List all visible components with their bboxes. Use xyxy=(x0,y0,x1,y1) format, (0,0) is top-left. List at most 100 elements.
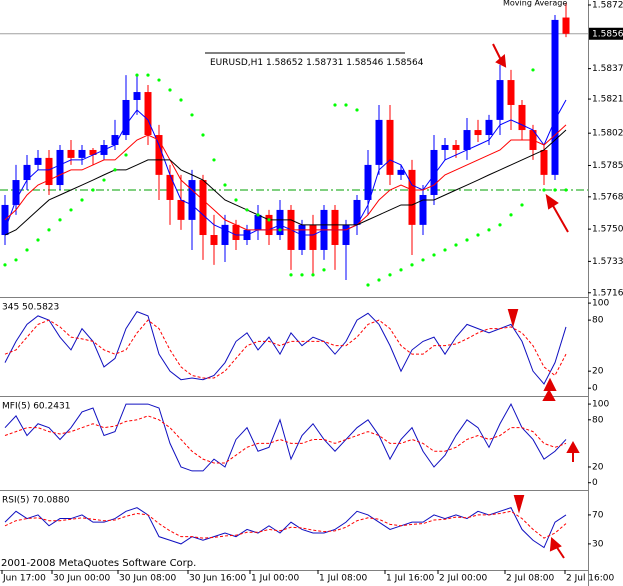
sar-dot xyxy=(410,263,414,267)
candle-body xyxy=(144,92,152,136)
candle-body xyxy=(474,130,482,136)
arrow xyxy=(551,203,569,233)
indicator-label: 345 50.5823 xyxy=(2,303,59,313)
sar-dot xyxy=(113,168,117,172)
sar-dot xyxy=(124,153,128,157)
y-tick-label: 1.57680 xyxy=(592,192,623,202)
sar-dot xyxy=(157,78,161,82)
candle-body xyxy=(419,194,427,225)
time-label: 2 Jul 16:00 xyxy=(566,574,615,584)
time-label: 2 Jul 00:00 xyxy=(439,574,488,584)
candle-body xyxy=(342,224,350,245)
indicator-line xyxy=(4,311,567,385)
sar-dot xyxy=(25,248,29,252)
candle-body xyxy=(430,149,438,195)
sar-dot xyxy=(201,133,205,137)
time-label: 2 Jul 08:00 xyxy=(506,574,555,584)
sar-dot xyxy=(476,233,480,237)
indicator-line xyxy=(4,99,567,236)
sar-dot xyxy=(146,73,150,77)
candle-body xyxy=(485,119,493,136)
y-tick-label: 1.58720 xyxy=(592,0,623,10)
sar-dot xyxy=(102,178,106,182)
candle-body xyxy=(353,199,361,225)
sar-dot xyxy=(465,238,469,242)
time-label: 30 Jun 08:00 xyxy=(119,574,176,584)
arrow-head xyxy=(566,440,580,453)
y-tick-label: 0 xyxy=(592,384,598,394)
y-tick-label: 1.57505 xyxy=(592,225,623,235)
sar-dot xyxy=(487,228,491,232)
ohlc-value: 1.58564 xyxy=(386,58,423,68)
candle-body xyxy=(452,144,460,150)
candle-body xyxy=(375,119,383,165)
sar-dot xyxy=(91,188,95,192)
sar-dot xyxy=(168,88,172,92)
candle-body xyxy=(254,214,262,230)
candle-body xyxy=(45,157,53,186)
sar-dot xyxy=(289,273,293,277)
y-tick-label: 20 xyxy=(592,462,604,472)
candle-body xyxy=(408,169,416,225)
sar-dot xyxy=(498,223,502,227)
sar-dot xyxy=(36,238,40,242)
sar-dot xyxy=(509,213,513,217)
sar-dot xyxy=(520,203,524,207)
candle-body xyxy=(89,149,97,155)
candle-body xyxy=(540,149,548,175)
candle-body xyxy=(111,135,119,145)
sar-dot xyxy=(355,108,359,112)
arrow-head xyxy=(549,536,562,552)
sar-dot xyxy=(3,263,7,267)
time-label: Jun 17:00 xyxy=(2,574,46,584)
sar-dot xyxy=(454,243,458,247)
indicator-name: Moving Average xyxy=(503,0,567,8)
candle-body xyxy=(12,180,20,205)
time-label: 30 Jun 00:00 xyxy=(53,574,110,584)
y-tick-label: 30 xyxy=(592,539,604,549)
y-tick-label: 100 xyxy=(592,299,609,309)
chart-header: EURUSD,H1 1.58652 1.58731 1.58546 1.5856… xyxy=(210,58,424,68)
candle-body xyxy=(331,209,339,245)
candle-body xyxy=(496,80,504,120)
sar-dot xyxy=(190,113,194,117)
arrow-head xyxy=(542,388,556,401)
copyright: 2001-2008 MetaQuotes Software Corp. xyxy=(1,558,196,569)
y-tick-label: 0 xyxy=(592,478,598,488)
candle-body xyxy=(166,174,174,200)
candle-body xyxy=(298,224,306,250)
indicator-line xyxy=(4,319,567,379)
y-tick-label: 1.57850 xyxy=(592,161,623,171)
sar-dot xyxy=(388,273,392,277)
sar-dot xyxy=(432,253,436,257)
indicator-line xyxy=(4,124,567,231)
sar-dot xyxy=(421,258,425,262)
candle-body xyxy=(122,99,130,136)
candle-body xyxy=(551,19,559,175)
indicator-label: MFI(5) 60.2431 xyxy=(2,402,70,412)
sar-dot xyxy=(553,188,557,192)
sar-dot xyxy=(223,183,227,187)
sar-dot xyxy=(443,248,447,252)
time-label: 1 Jul 08:00 xyxy=(319,574,368,584)
sar-dot xyxy=(212,158,216,162)
sar-dot xyxy=(311,273,315,277)
sar-dot xyxy=(234,198,238,202)
arrow-head xyxy=(507,309,519,328)
ohlc-value: 1.58546 xyxy=(346,58,383,68)
y-tick-label: 1.57330 xyxy=(592,257,623,267)
y-tick-label: 80 xyxy=(592,316,604,326)
indicator-line xyxy=(4,510,567,539)
time-label: 30 Jun 16:00 xyxy=(189,574,246,584)
arrow xyxy=(492,43,502,61)
candle-body xyxy=(441,144,449,150)
arrow-head xyxy=(543,377,557,391)
sar-dot xyxy=(256,213,260,217)
candle-body xyxy=(210,235,218,245)
sar-dot xyxy=(69,208,73,212)
y-tick-label: 80 xyxy=(592,415,604,425)
sar-dot xyxy=(531,68,535,72)
candle-body xyxy=(34,157,42,165)
y-tick-label: 70 xyxy=(592,510,604,520)
arrow-head xyxy=(545,193,559,210)
